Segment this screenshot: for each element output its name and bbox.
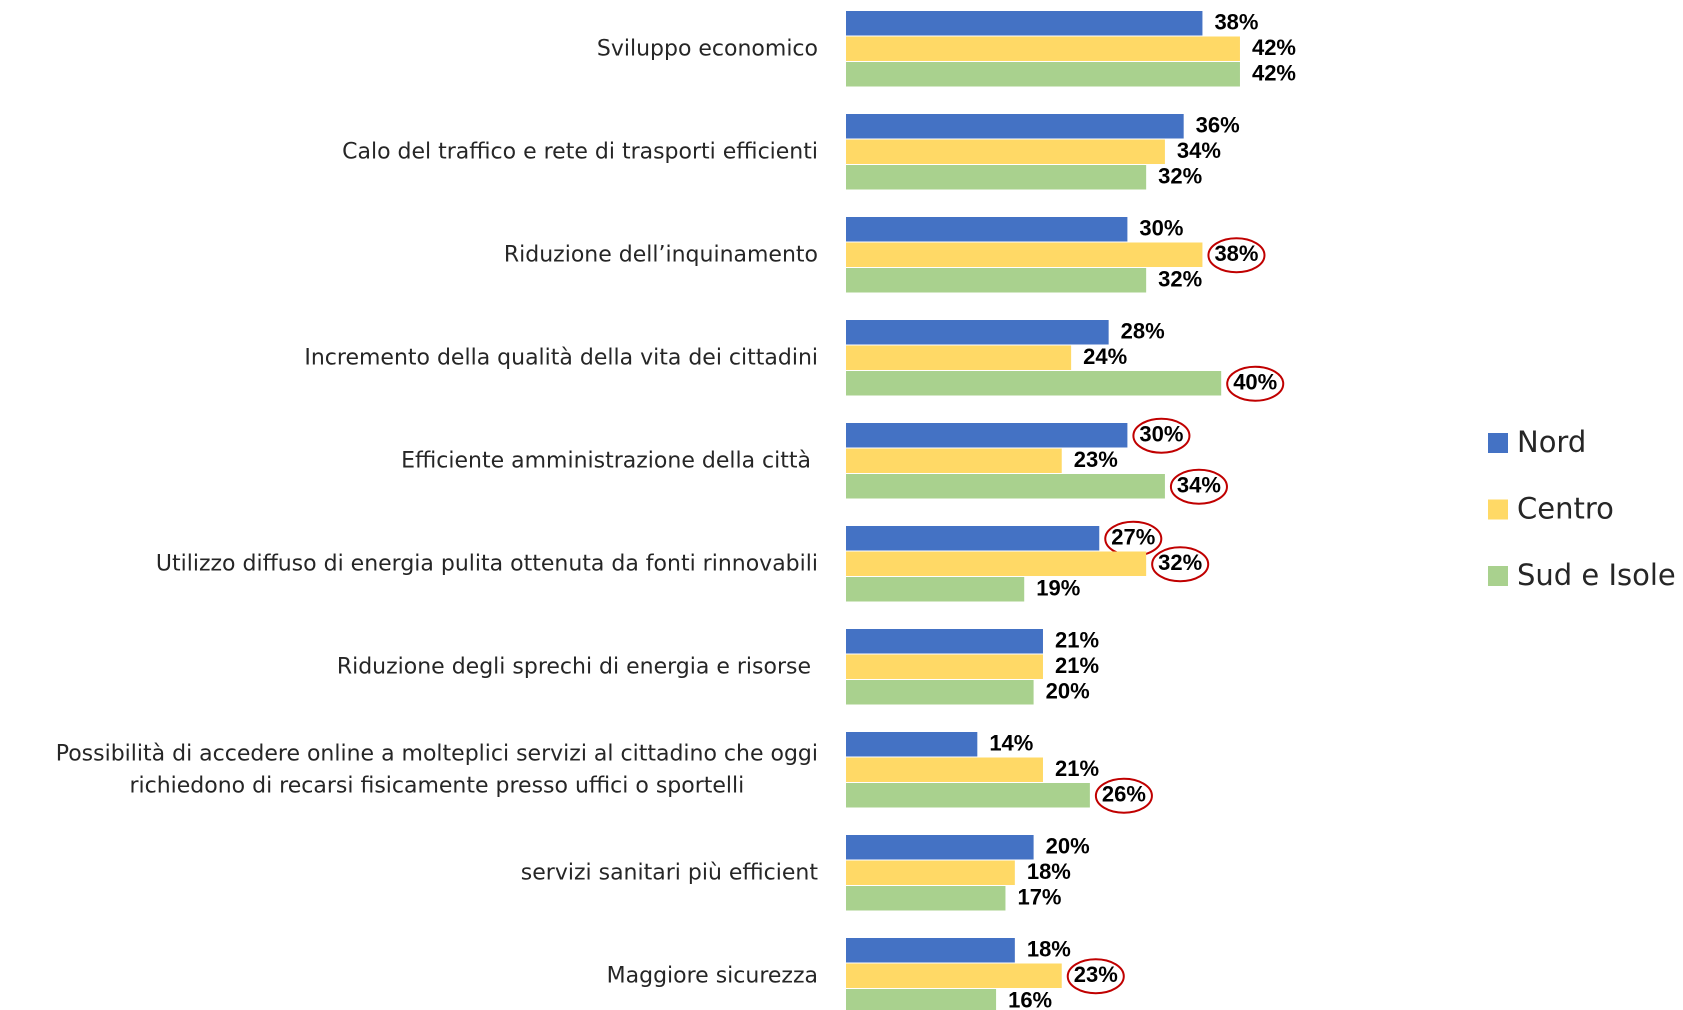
- value-label: 38%: [1214, 241, 1258, 266]
- value-label: 21%: [1055, 628, 1099, 653]
- value-label: 32%: [1158, 267, 1202, 292]
- value-label: 24%: [1083, 344, 1127, 369]
- value-label: 23%: [1074, 962, 1118, 987]
- bar: [846, 654, 1043, 679]
- bar: [846, 963, 1062, 988]
- category-label: Possibilità di accedere online a moltepl…: [56, 741, 818, 798]
- value-label: 18%: [1027, 859, 1071, 884]
- value-label: 34%: [1177, 473, 1221, 498]
- value-label: 28%: [1121, 319, 1165, 344]
- value-label: 32%: [1158, 550, 1202, 575]
- category-label: Calo del traffico e rete di trasporti ef…: [342, 139, 818, 164]
- bar: [846, 938, 1015, 963]
- category-label: Utilizzo diffuso di energia pulita otten…: [156, 551, 818, 576]
- value-label: 32%: [1158, 164, 1202, 189]
- legend-label: Nord: [1517, 425, 1586, 459]
- value-label: 27%: [1111, 525, 1155, 550]
- bar: [846, 526, 1100, 551]
- highlight-circle: [1169, 468, 1228, 505]
- bar: [846, 371, 1222, 396]
- category-label: Efficiente amministrazione della città: [401, 448, 818, 473]
- value-label: 20%: [1046, 834, 1090, 859]
- legend-swatch: [1488, 566, 1508, 586]
- legend-label: Sud e Isole: [1517, 558, 1676, 592]
- value-label: 23%: [1074, 447, 1118, 472]
- bar: [846, 114, 1184, 139]
- bar: [846, 448, 1062, 473]
- value-label: 20%: [1046, 679, 1090, 704]
- value-label: 38%: [1214, 10, 1258, 35]
- category-label: servizi sanitari più efficient: [521, 860, 819, 885]
- value-label: 34%: [1177, 138, 1221, 163]
- category-line: richiedono di recarsi fisicamente presso…: [129, 773, 744, 798]
- bar: [846, 268, 1147, 293]
- value-label: 26%: [1102, 782, 1146, 807]
- value-label: 30%: [1139, 216, 1183, 241]
- value-label: 18%: [1027, 937, 1071, 962]
- legend-label: Centro: [1517, 492, 1614, 526]
- value-label: 40%: [1233, 370, 1277, 395]
- bar: [846, 783, 1090, 808]
- bar: [846, 242, 1203, 267]
- value-label: 42%: [1252, 61, 1296, 86]
- bar: [846, 345, 1072, 370]
- bar: [846, 680, 1034, 705]
- value-label: 16%: [1008, 988, 1052, 1010]
- highlight-circle: [1207, 237, 1266, 274]
- bar: [846, 577, 1025, 602]
- category-label: Riduzione degli sprechi di energia e ris…: [337, 654, 818, 679]
- category-label: Maggiore sicurezza: [607, 963, 818, 988]
- bar: [846, 989, 997, 1010]
- category-label: Sviluppo economico: [597, 36, 818, 61]
- highlight-circle: [1132, 417, 1191, 454]
- legend-swatch: [1488, 499, 1508, 520]
- category-label: Incremento della qualità della vita dei …: [304, 345, 818, 370]
- highlight-circle: [1151, 546, 1210, 583]
- bar: [846, 217, 1128, 242]
- value-label: 14%: [989, 731, 1033, 756]
- bar: [846, 886, 1006, 911]
- value-label: 17%: [1017, 885, 1061, 910]
- category-line: Possibilità di accedere online a moltepl…: [56, 741, 818, 766]
- bar: [846, 835, 1034, 860]
- bar: [846, 36, 1240, 61]
- value-label: 30%: [1139, 422, 1183, 447]
- highlight-circle: [1226, 365, 1285, 402]
- bar: [846, 62, 1240, 87]
- value-label: 21%: [1055, 756, 1099, 781]
- category-label: Riduzione dell’inquinamento: [504, 242, 818, 267]
- highlight-circle: [1066, 958, 1125, 995]
- value-label: 36%: [1196, 113, 1240, 138]
- bar: [846, 629, 1043, 654]
- bar: [846, 165, 1147, 190]
- legend-swatch: [1488, 433, 1508, 453]
- value-label: 21%: [1055, 653, 1099, 678]
- bar: [846, 139, 1165, 164]
- highlight-circle: [1094, 777, 1153, 814]
- value-label: 42%: [1252, 35, 1296, 60]
- bar: [846, 551, 1147, 576]
- bar: [846, 757, 1043, 782]
- bar: [846, 860, 1015, 885]
- bar: [846, 474, 1165, 499]
- bar: [846, 423, 1128, 448]
- bar: [846, 320, 1109, 345]
- value-label: 19%: [1036, 576, 1080, 601]
- bar: [846, 11, 1203, 36]
- bar: [846, 732, 978, 757]
